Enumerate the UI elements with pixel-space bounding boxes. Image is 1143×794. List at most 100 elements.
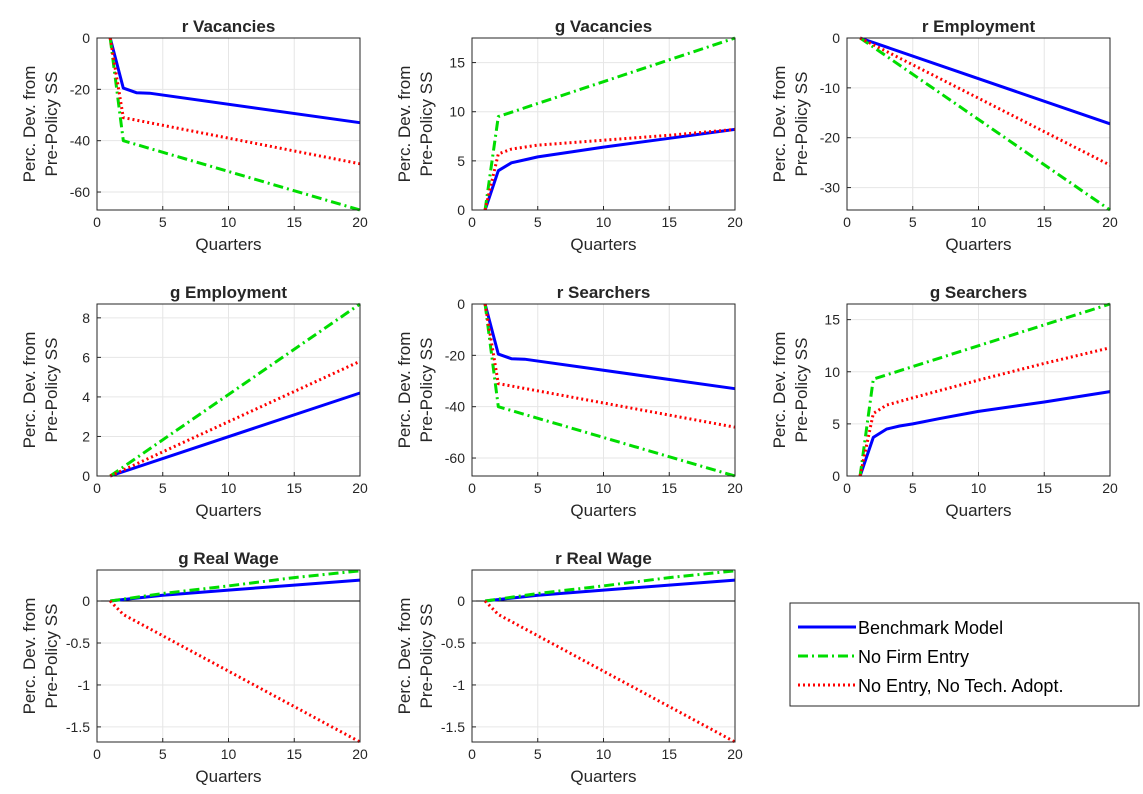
subplot-title: g Vacancies: [555, 17, 652, 36]
y-axis-label: Perc. Dev. from: [770, 332, 789, 449]
x-axis-label: Quarters: [945, 501, 1011, 520]
x-tick-label: 10: [596, 746, 612, 762]
y-tick-label: 0: [457, 202, 465, 218]
y-tick-label: 0: [82, 468, 90, 484]
x-tick-label: 10: [971, 480, 987, 496]
x-tick-label: 5: [534, 214, 542, 230]
y-tick-label: -60: [445, 450, 465, 466]
x-axis-label: Quarters: [195, 501, 261, 520]
x-tick-label: 0: [93, 480, 101, 496]
y-tick-label: 5: [832, 416, 840, 432]
y-axis-label: Pre-Policy SS: [417, 338, 436, 443]
series-line-2: [859, 36, 1111, 212]
subplot-6: 0 5 10 15 20 0 5 10 15 g Searchers Quarters Perc. D…: [770, 283, 1118, 520]
legend-label-3: No Entry, No Tech. Adopt.: [858, 676, 1063, 696]
x-tick-label: 20: [352, 480, 368, 496]
series-line-2: [109, 302, 361, 478]
y-tick-label: 10: [449, 104, 465, 120]
x-tick-label: 20: [1102, 214, 1118, 230]
y-tick-label: -1.5: [66, 719, 90, 735]
y-tick-label: -20: [445, 347, 465, 363]
x-tick-label: 15: [1036, 214, 1052, 230]
y-tick-label: 0: [832, 468, 840, 484]
y-tick-label: 0: [457, 593, 465, 609]
subplot-7: 0 5 10 15 20 0 -0.5 -1 -1.5 g Real Wage Quarters Pe…: [20, 549, 368, 786]
x-tick-label: 10: [971, 214, 987, 230]
x-tick-label: 0: [843, 214, 851, 230]
x-tick-label: 20: [727, 746, 743, 762]
x-tick-label: 5: [159, 480, 167, 496]
subplot-title: r Real Wage: [555, 549, 652, 568]
series-line-3: [484, 599, 736, 744]
x-axis-label: Quarters: [945, 235, 1011, 254]
y-tick-label: -20: [820, 130, 840, 146]
subplot-1: 0 5 10 15 20 0 -20 -40 -60 r Vacancies Quarters Per…: [20, 17, 368, 254]
series-line-2: [483, 303, 736, 478]
series-line-1: [110, 578, 361, 603]
legend-label-1: Benchmark Model: [858, 618, 1003, 638]
x-tick-label: 20: [727, 214, 743, 230]
x-tick-label: 15: [286, 214, 302, 230]
y-tick-label: -0.5: [66, 635, 90, 651]
series-line-2: [858, 302, 1111, 477]
subplot-8: 0 5 10 15 20 0 -0.5 -1 -1.5 r Real Wage Quarters Pe…: [395, 549, 743, 786]
x-tick-label: 5: [534, 480, 542, 496]
series-line-1: [859, 36, 1111, 126]
x-tick-label: 15: [286, 480, 302, 496]
x-tick-label: 10: [596, 214, 612, 230]
x-tick-label: 0: [93, 746, 101, 762]
y-tick-label: 6: [82, 349, 90, 365]
y-tick-label: 15: [449, 55, 465, 71]
y-axis-label: Perc. Dev. from: [20, 66, 39, 183]
x-axis-label: Quarters: [195, 767, 261, 786]
y-axis-label: Perc. Dev. from: [20, 332, 39, 449]
y-axis-label: Perc. Dev. from: [20, 598, 39, 715]
x-tick-label: 15: [661, 746, 677, 762]
y-axis-label: Perc. Dev. from: [395, 66, 414, 183]
subplot-4: 0 5 10 15 20 0 2 4 6 8 g Employment Quarters Perc. D…: [20, 283, 368, 520]
series-line-3: [109, 599, 361, 744]
x-axis-label: Quarters: [570, 501, 636, 520]
y-tick-label: 0: [457, 296, 465, 312]
y-tick-label: 5: [457, 153, 465, 169]
subplot-title: g Employment: [170, 283, 287, 302]
y-tick-label: -1.5: [441, 719, 465, 735]
y-tick-label: 8: [82, 310, 90, 326]
x-axis-label: Quarters: [570, 235, 636, 254]
x-tick-label: 20: [1102, 480, 1118, 496]
x-tick-label: 5: [159, 214, 167, 230]
series-line-3: [859, 36, 1111, 167]
x-tick-label: 0: [468, 214, 476, 230]
subplot-5: 0 5 10 15 20 0 -20 -40 -60 r Searchers Quarters Per…: [395, 283, 743, 520]
y-tick-label: -20: [70, 81, 90, 97]
x-axis-label: Quarters: [570, 767, 636, 786]
x-tick-label: 0: [93, 214, 101, 230]
y-tick-label: -10: [820, 80, 840, 96]
series-line-1: [858, 390, 1111, 477]
y-tick-label: -1: [453, 677, 466, 693]
y-tick-label: 4: [82, 389, 90, 405]
y-tick-label: 0: [832, 30, 840, 46]
subplot-title: r Vacancies: [182, 17, 276, 36]
series-line-3: [483, 303, 736, 429]
series-line-2: [109, 569, 361, 603]
x-tick-label: 20: [352, 746, 368, 762]
series-line-3: [109, 359, 361, 478]
x-tick-label: 5: [159, 746, 167, 762]
y-axis-label: Perc. Dev. from: [395, 332, 414, 449]
legend: Benchmark Model No Firm Entry No Entry, No…: [789, 602, 1140, 707]
series-line-2: [108, 37, 361, 212]
y-tick-label: 0: [82, 30, 90, 46]
y-tick-label: -1: [78, 677, 91, 693]
subplot-3: 0 5 10 15 20 0 -10 -20 -30 r Employment Quarters Pe…: [770, 17, 1118, 254]
y-axis-label: Pre-Policy SS: [792, 338, 811, 443]
x-tick-label: 5: [534, 746, 542, 762]
y-axis-label: Pre-Policy SS: [792, 72, 811, 177]
x-tick-label: 10: [221, 214, 237, 230]
y-tick-label: 15: [824, 312, 840, 328]
y-axis-label: Pre-Policy SS: [42, 72, 61, 177]
series-line-1: [108, 37, 361, 125]
series-line-3: [483, 127, 736, 211]
y-tick-label: 10: [824, 364, 840, 380]
x-tick-label: 10: [596, 480, 612, 496]
